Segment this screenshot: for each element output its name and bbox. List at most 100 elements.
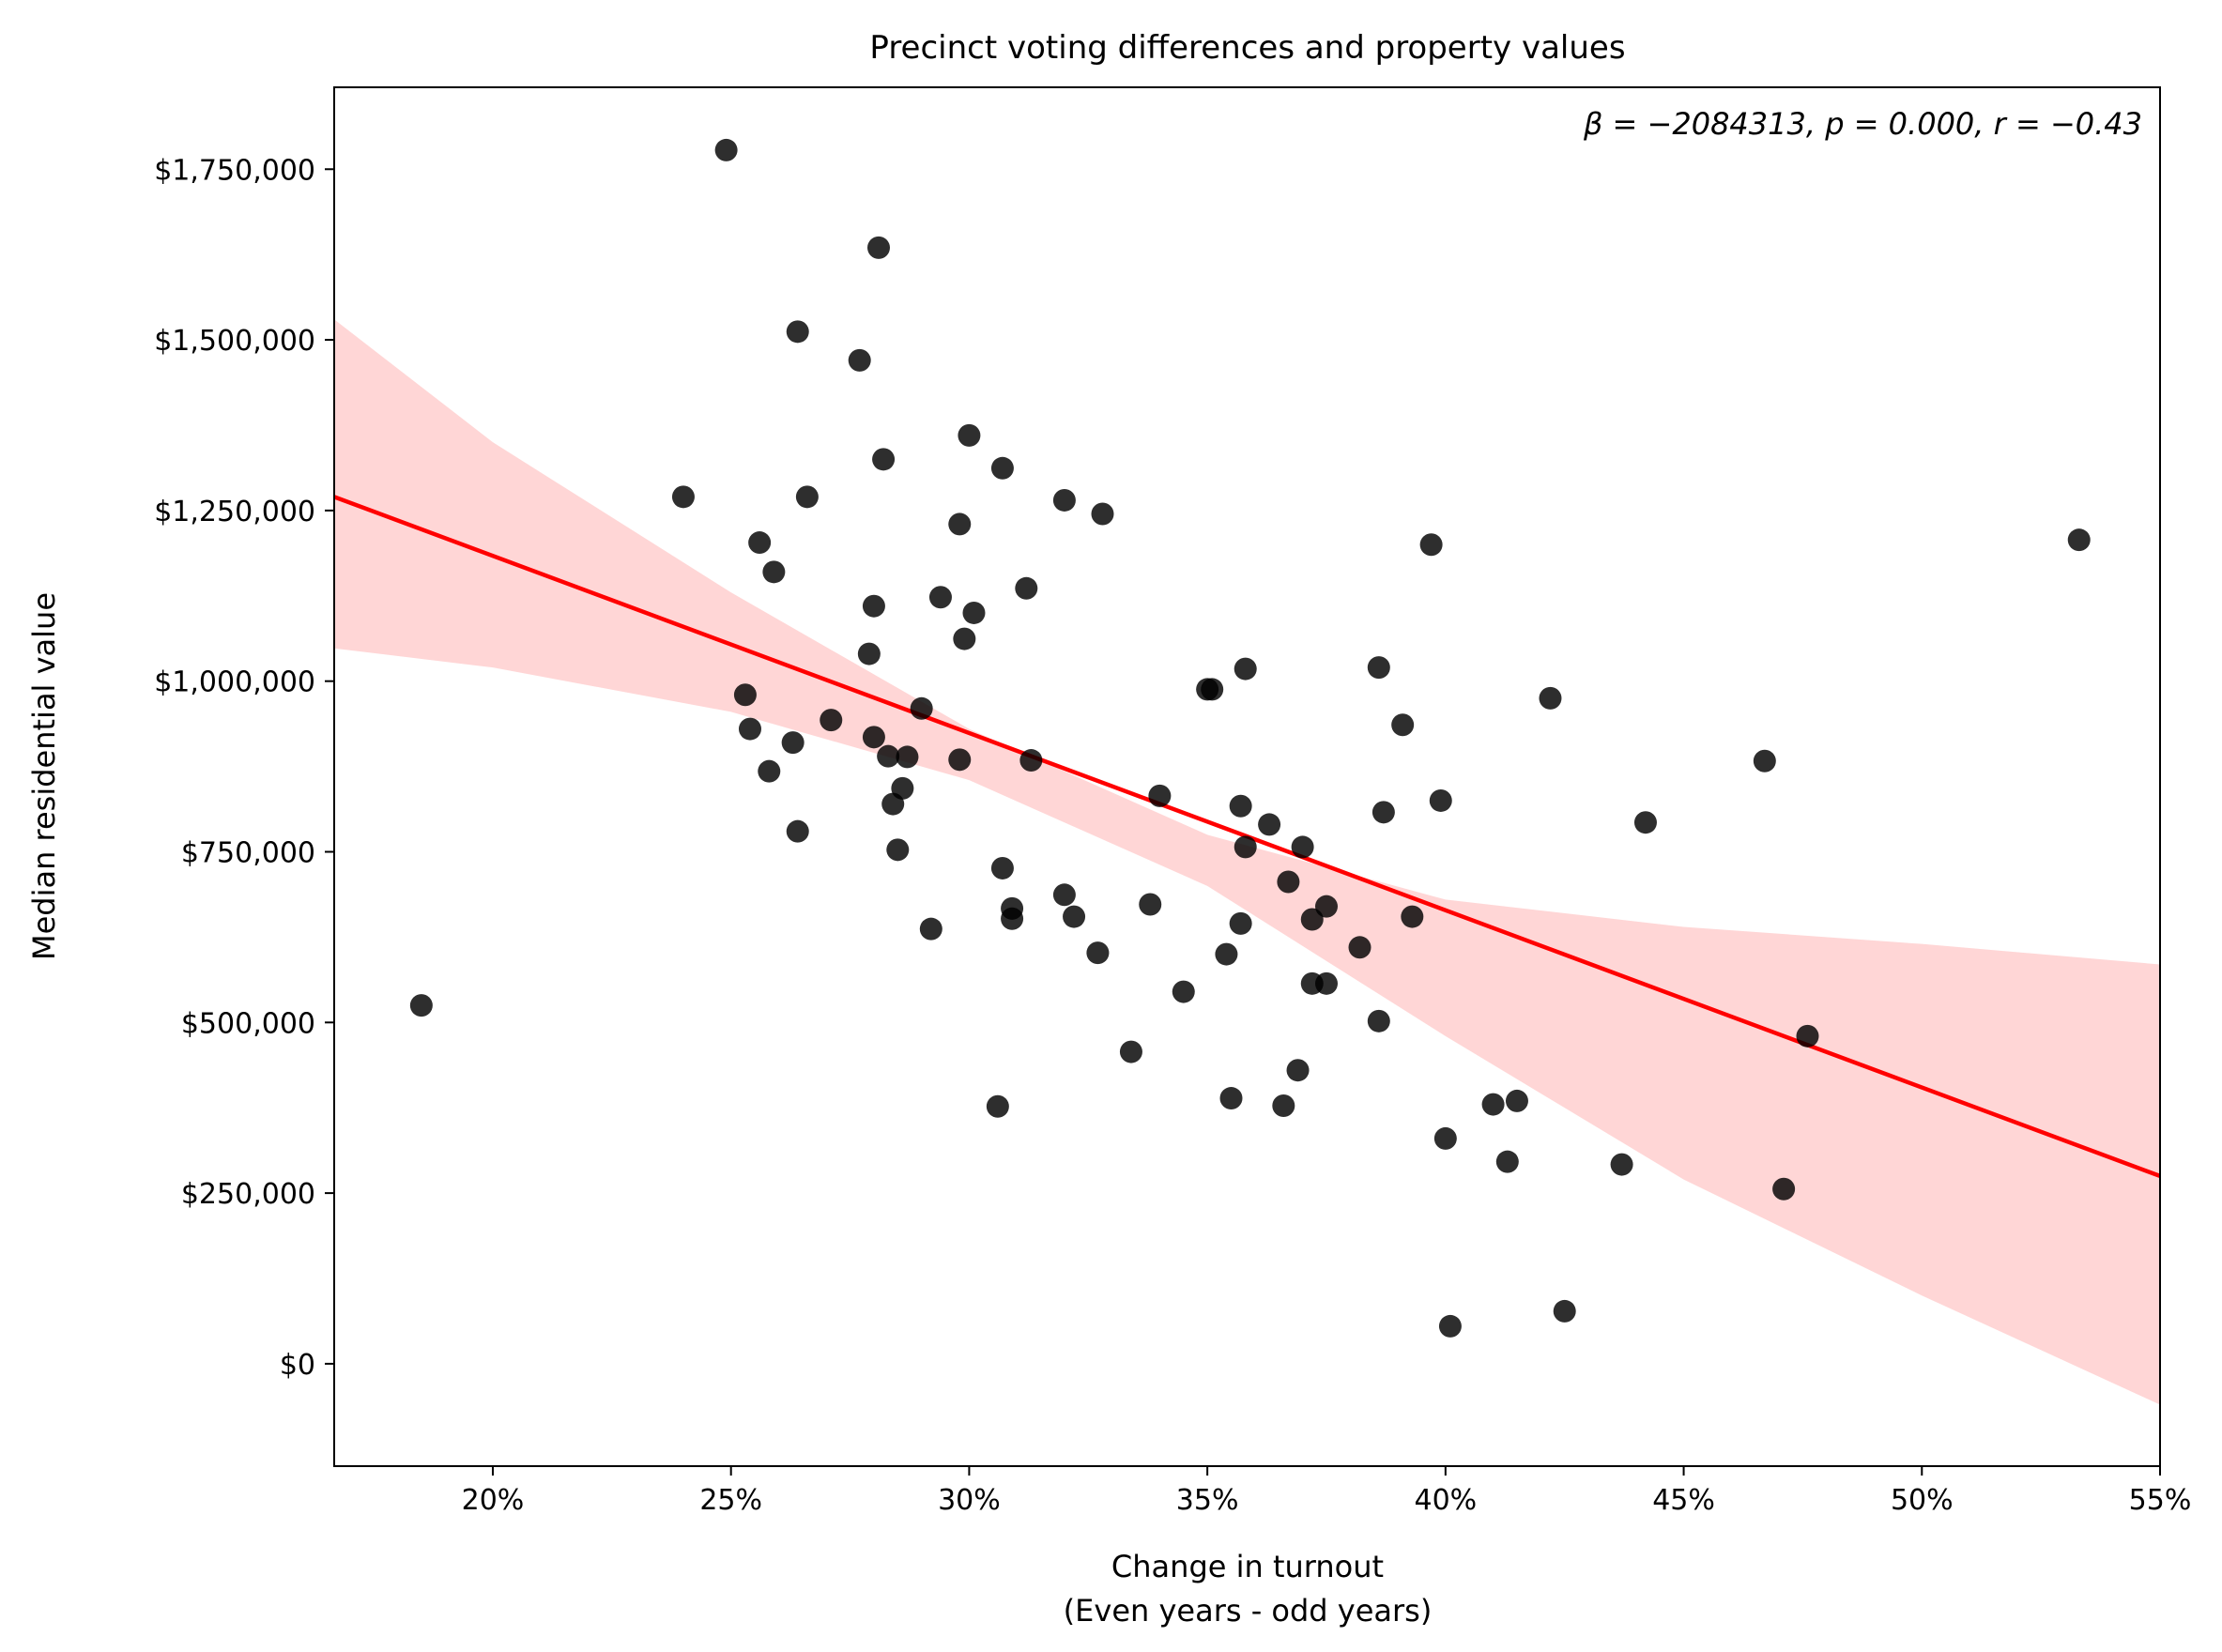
data-point [1086, 941, 1110, 965]
data-point [1052, 883, 1076, 907]
data-point [1201, 678, 1224, 701]
data-point [1215, 942, 1238, 966]
x-tick-label: 45% [1652, 1484, 1715, 1517]
data-point [948, 512, 972, 536]
data-point [1019, 749, 1043, 772]
x-axis: 20% 25% 30% 35% 40% 45% 50% 55% [462, 1466, 2192, 1517]
data-point [1772, 1177, 1796, 1201]
data-point [862, 594, 885, 618]
data-point [990, 856, 1014, 880]
data-point [862, 726, 885, 749]
data-point [1119, 1040, 1142, 1063]
y-tick-label: $1,250,000 [154, 496, 315, 528]
data-point [1148, 784, 1172, 807]
data-point [1291, 835, 1314, 859]
x-tick-label: 25% [699, 1484, 762, 1517]
data-point [409, 994, 433, 1017]
data-point [1300, 908, 1324, 931]
chart-title: Precinct voting differences and property… [869, 29, 1625, 67]
data-point [671, 485, 695, 509]
y-tick-label: $0 [280, 1349, 315, 1382]
data-point [958, 423, 981, 447]
data-point [1229, 911, 1252, 935]
data-point [1258, 813, 1281, 836]
x-tick-label: 55% [2129, 1484, 2192, 1517]
data-point [896, 745, 919, 769]
data-point [848, 348, 871, 372]
data-point [928, 586, 952, 609]
data-point [1539, 686, 1562, 710]
data-point [872, 448, 896, 471]
data-point [910, 696, 933, 720]
data-point [1219, 1087, 1243, 1110]
y-tick-label: $750,000 [181, 836, 315, 869]
data-point [786, 320, 809, 344]
data-point [820, 709, 843, 732]
stats-annotation: β = −2084313, p = 0.000, r = −0.43 [1583, 106, 2142, 142]
data-point [786, 819, 809, 843]
y-tick-label: $500,000 [181, 1007, 315, 1040]
data-point [1172, 980, 1195, 1003]
confidence-band [334, 319, 2160, 1405]
y-tick-label: $1,000,000 [154, 666, 315, 699]
data-point [2067, 528, 2091, 552]
data-point [1796, 1024, 1819, 1048]
data-point [1391, 713, 1415, 737]
data-point [857, 642, 881, 665]
data-point [1272, 1094, 1295, 1118]
data-point [1495, 1150, 1519, 1173]
data-point [1139, 893, 1162, 916]
y-axis: $0 $250,000 $500,000 $750,000 $1,000,000 $1,2… [154, 154, 334, 1382]
data-point [886, 838, 910, 862]
data-point [1001, 907, 1024, 930]
x-tick-label: 40% [1415, 1484, 1478, 1517]
data-point [1401, 905, 1424, 928]
data-point [990, 456, 1014, 480]
data-point [953, 627, 976, 650]
data-point [1481, 1093, 1505, 1116]
x-tick-label: 50% [1891, 1484, 1954, 1517]
data-point [891, 776, 914, 800]
y-tick-label: $250,000 [181, 1178, 315, 1211]
data-point [866, 236, 890, 259]
data-point [1314, 971, 1338, 995]
data-point [795, 485, 819, 509]
data-point [1429, 788, 1452, 812]
data-point [948, 748, 972, 772]
data-point [1433, 1126, 1457, 1150]
data-point [733, 683, 757, 707]
data-point [1367, 656, 1390, 680]
data-point [714, 138, 738, 161]
data-point [1063, 905, 1086, 928]
data-point [919, 917, 942, 941]
x-axis-label-line1: Change in turnout [1111, 1549, 1384, 1584]
data-point [1234, 657, 1257, 681]
data-point [1229, 794, 1252, 818]
y-tick-label: $1,750,000 [154, 154, 315, 187]
data-point [962, 601, 986, 624]
x-axis-label-line2: (Even years - odd years) [1064, 1593, 1433, 1629]
data-point [1348, 936, 1372, 959]
x-tick-label: 20% [462, 1484, 525, 1517]
plot-frame [333, 86, 2161, 1467]
data-point [1234, 835, 1257, 859]
y-axis-label: Median residential value [26, 592, 62, 960]
data-point [1286, 1059, 1310, 1082]
data-point [1052, 488, 1076, 512]
data-point [1505, 1089, 1528, 1112]
data-point [1367, 1009, 1390, 1032]
data-point [1091, 502, 1114, 526]
data-point [1553, 1299, 1576, 1323]
data-point [1753, 749, 1776, 772]
data-point [1314, 895, 1338, 918]
data-point [877, 744, 900, 768]
x-tick-label: 35% [1176, 1484, 1239, 1517]
data-point [781, 731, 805, 755]
data-point [748, 531, 772, 555]
data-point [1438, 1314, 1462, 1338]
data-point [1372, 801, 1395, 824]
y-tick-label: $1,500,000 [154, 325, 315, 358]
data-point [1277, 870, 1300, 894]
data-point [1419, 533, 1443, 557]
